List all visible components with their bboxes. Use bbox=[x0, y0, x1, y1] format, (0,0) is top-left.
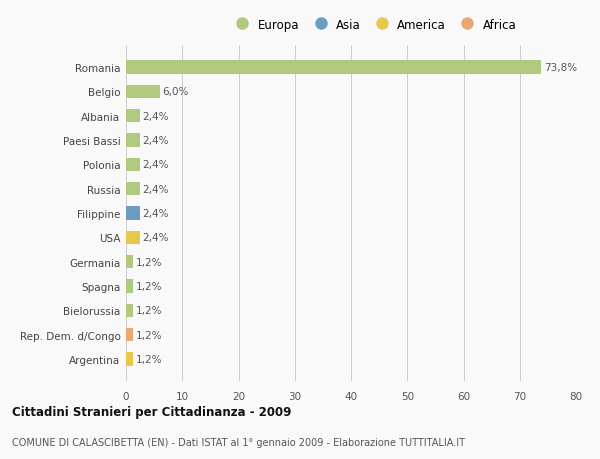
Bar bbox=[126, 134, 139, 147]
Text: 2,4%: 2,4% bbox=[142, 233, 169, 243]
Text: 2,4%: 2,4% bbox=[142, 208, 169, 218]
Text: 2,4%: 2,4% bbox=[142, 160, 169, 170]
Text: COMUNE DI CALASCIBETTA (EN) - Dati ISTAT al 1° gennaio 2009 - Elaborazione TUTTI: COMUNE DI CALASCIBETTA (EN) - Dati ISTAT… bbox=[12, 437, 465, 447]
Bar bbox=[126, 61, 541, 74]
Text: 1,2%: 1,2% bbox=[136, 354, 162, 364]
Text: 1,2%: 1,2% bbox=[136, 281, 162, 291]
Text: 2,4%: 2,4% bbox=[142, 135, 169, 146]
Text: Cittadini Stranieri per Cittadinanza - 2009: Cittadini Stranieri per Cittadinanza - 2… bbox=[12, 405, 292, 419]
Bar bbox=[126, 158, 139, 172]
Bar bbox=[126, 110, 139, 123]
Bar bbox=[126, 85, 160, 99]
Bar bbox=[126, 231, 139, 244]
Bar bbox=[126, 183, 139, 196]
Text: 1,2%: 1,2% bbox=[136, 306, 162, 315]
Bar bbox=[126, 280, 133, 293]
Text: 2,4%: 2,4% bbox=[142, 112, 169, 121]
Text: 1,2%: 1,2% bbox=[136, 257, 162, 267]
Legend: Europa, Asia, America, Africa: Europa, Asia, America, Africa bbox=[227, 15, 520, 35]
Text: 73,8%: 73,8% bbox=[544, 63, 577, 73]
Text: 2,4%: 2,4% bbox=[142, 184, 169, 194]
Bar bbox=[126, 304, 133, 317]
Text: 6,0%: 6,0% bbox=[163, 87, 189, 97]
Bar bbox=[126, 255, 133, 269]
Text: 1,2%: 1,2% bbox=[136, 330, 162, 340]
Bar bbox=[126, 207, 139, 220]
Bar bbox=[126, 328, 133, 341]
Bar bbox=[126, 353, 133, 366]
